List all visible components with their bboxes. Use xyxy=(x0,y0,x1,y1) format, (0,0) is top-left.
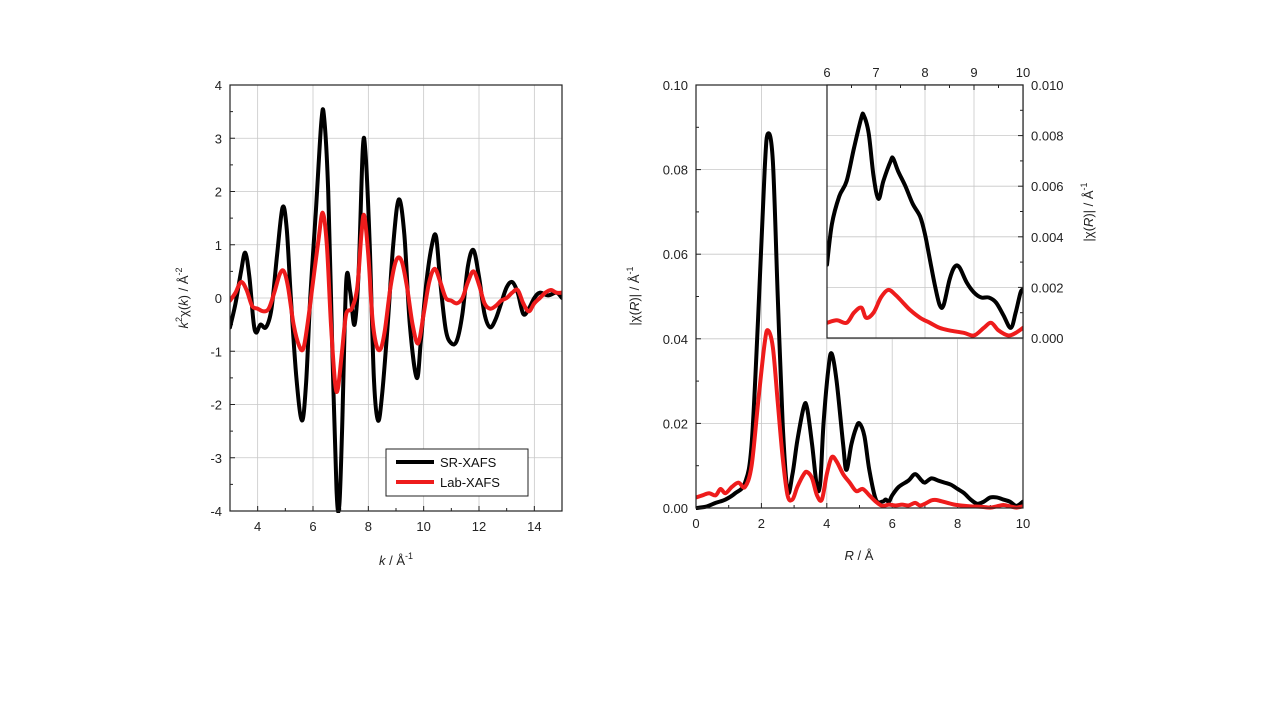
r-space-inset: 6 7 8 9 10 0.000 0.002 0.004 0.006 0.008 0.010 |χ… xyxy=(823,65,1096,346)
x-tick-label: 10 xyxy=(1016,65,1030,80)
x-tick-label: 14 xyxy=(527,519,541,534)
x-tick-label: 4 xyxy=(254,519,261,534)
y-tick-label: 2 xyxy=(215,185,222,200)
y-tick-label: 0.006 xyxy=(1031,179,1064,194)
series-line-lab-xafs xyxy=(827,287,1023,338)
r-x-tick-labels: 0 2 4 6 8 10 xyxy=(692,516,1030,531)
inset-x-tick-labels: 6 7 8 9 10 xyxy=(823,65,1030,80)
y-tick-label: 0.10 xyxy=(663,78,688,93)
r-space-plot: 0 2 4 6 8 10 0.00 0.02 0.04 0.06 0.08 0.10 R / Å |… xyxy=(625,78,1030,563)
y-tick-label: -3 xyxy=(210,451,222,466)
y-tick-label: 0 xyxy=(215,291,222,306)
r-series xyxy=(696,131,1023,510)
x-tick-label: 8 xyxy=(365,519,372,534)
x-tick-label: 9 xyxy=(970,65,977,80)
y-tick-label: 0.000 xyxy=(1031,331,1064,346)
y-tick-label: 0.002 xyxy=(1031,280,1064,295)
y-tick-label: 0.008 xyxy=(1031,129,1064,144)
r-x-axis-label: R / Å xyxy=(845,548,874,563)
y-tick-label: -4 xyxy=(210,504,222,519)
x-tick-label: 6 xyxy=(889,516,896,531)
series-line-lab-xafs xyxy=(230,210,562,394)
k-legend: SR-XAFS Lab-XAFS xyxy=(385,448,529,497)
y-tick-label: 0.04 xyxy=(663,332,688,347)
r-y-axis-label: |χ(R)| / Å-1 xyxy=(625,266,642,325)
k-grid xyxy=(230,85,562,511)
k-x-axis-label: k / Å-1 xyxy=(379,551,413,568)
k-y-axis-label: k2χ(k) / Å-2 xyxy=(174,267,191,328)
y-tick-label: 3 xyxy=(215,131,222,146)
x-tick-label: 8 xyxy=(921,65,928,80)
x-tick-label: 6 xyxy=(823,65,830,80)
series-line-lab-xafs xyxy=(696,328,1023,510)
x-tick-label: 0 xyxy=(692,516,699,531)
y-tick-label: 0.06 xyxy=(663,247,688,262)
k-y-tick-labels: -4 -3 -2 -1 0 1 2 3 4 xyxy=(210,78,222,519)
y-tick-label: 0.02 xyxy=(663,416,688,431)
k-x-tick-labels: 4 6 8 10 12 14 xyxy=(254,519,542,534)
inset-series xyxy=(827,111,1023,338)
r-y-tick-labels: 0.00 0.02 0.04 0.06 0.08 0.10 xyxy=(663,78,688,516)
x-tick-label: 4 xyxy=(823,516,830,531)
legend-label-sr-xafs: SR-XAFS xyxy=(440,455,497,470)
x-tick-label: 12 xyxy=(472,519,486,534)
x-tick-label: 10 xyxy=(416,519,430,534)
series-line-sr-xafs xyxy=(696,131,1023,510)
y-tick-label: 0.08 xyxy=(663,163,688,178)
x-tick-label: 6 xyxy=(309,519,316,534)
x-tick-label: 7 xyxy=(872,65,879,80)
y-tick-label: -2 xyxy=(210,398,222,413)
inset-y-tick-labels: 0.000 0.002 0.004 0.006 0.008 0.010 xyxy=(1031,78,1064,346)
inset-frame xyxy=(826,84,1024,339)
y-tick-label: 0.00 xyxy=(663,501,688,516)
k-plot-frame xyxy=(229,84,563,512)
k-series xyxy=(230,107,562,513)
x-tick-label: 8 xyxy=(954,516,961,531)
legend-label-lab-xafs: Lab-XAFS xyxy=(440,475,500,490)
y-tick-label: -1 xyxy=(210,344,222,359)
legend-box xyxy=(385,448,529,497)
x-tick-label: 2 xyxy=(758,516,765,531)
y-tick-label: 4 xyxy=(215,78,222,93)
y-tick-label: 1 xyxy=(215,238,222,253)
x-tick-label: 10 xyxy=(1016,516,1030,531)
y-tick-label: 0.010 xyxy=(1031,78,1064,93)
inset-y-axis-label: |χ(R)| / Å-1 xyxy=(1079,182,1096,241)
y-tick-label: 0.004 xyxy=(1031,230,1064,245)
series-line-sr-xafs xyxy=(827,111,1023,330)
